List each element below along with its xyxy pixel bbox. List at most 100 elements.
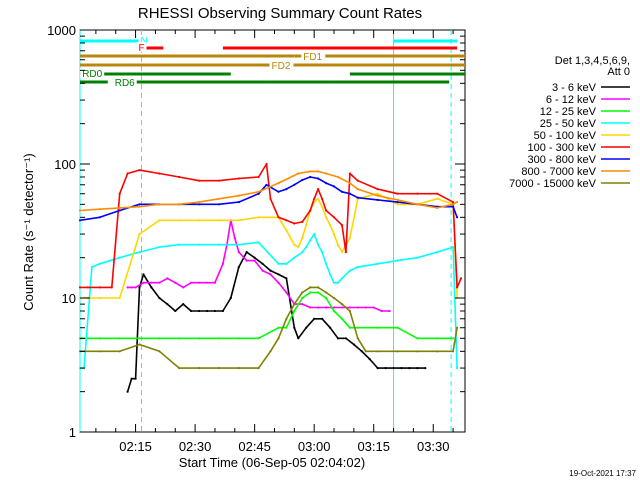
data-point — [98, 296, 101, 300]
state-bar-label-bg — [80, 68, 105, 78]
data-point — [257, 190, 260, 193]
data-point — [237, 337, 240, 340]
data-point — [221, 262, 224, 265]
data-point — [277, 216, 280, 219]
data-point — [237, 251, 240, 254]
data-point — [356, 306, 359, 309]
data-point — [309, 175, 312, 179]
data-point — [348, 237, 351, 240]
data-point — [213, 309, 216, 313]
legend-label: 7000 - 15000 keV — [509, 178, 597, 190]
data-point — [332, 281, 336, 284]
legend-header: Det 1,3,4,5,6,9, — [555, 55, 630, 67]
data-point — [118, 296, 121, 300]
data-point — [301, 178, 304, 182]
data-point — [340, 306, 344, 309]
data-point — [293, 309, 296, 313]
data-point — [317, 170, 320, 173]
data-point — [293, 303, 296, 306]
data-point — [166, 277, 169, 280]
data-point — [348, 269, 351, 272]
data-point — [452, 350, 455, 353]
data-point — [217, 203, 220, 206]
data-point — [118, 350, 121, 353]
data-point — [452, 337, 455, 340]
data-point — [321, 317, 324, 320]
x-tick-label: 02:15 — [119, 439, 152, 454]
data-point — [340, 251, 344, 254]
x-tick-label: 02:30 — [179, 439, 212, 454]
data-point — [142, 273, 145, 276]
data-point — [285, 262, 288, 265]
state-bar-label-bg — [138, 35, 149, 45]
x-axis-label: Start Time (06-Sep-05 02:04:02) — [179, 455, 365, 470]
data-point — [313, 233, 316, 236]
data-point — [174, 281, 177, 284]
legend-label: 25 - 50 keV — [540, 118, 597, 130]
data-point — [98, 208, 101, 211]
data-point — [285, 219, 288, 222]
data-point — [436, 350, 439, 353]
data-point — [217, 367, 220, 370]
data-point — [293, 326, 296, 329]
data-point — [332, 233, 336, 236]
chart-title: RHESSI Observing Summary Count Rates — [138, 5, 422, 22]
state-bar-label-bg — [269, 60, 294, 70]
data-point — [285, 291, 288, 294]
data-point — [364, 350, 367, 353]
data-point — [325, 262, 328, 265]
data-point — [340, 317, 344, 320]
data-point — [305, 246, 308, 249]
data-point — [352, 343, 355, 346]
data-point — [269, 197, 272, 200]
series-line-2 — [80, 291, 454, 340]
data-point — [237, 194, 240, 197]
data-point — [178, 367, 181, 370]
data-point — [376, 198, 379, 201]
data-point — [265, 183, 268, 186]
data-point — [408, 367, 411, 370]
data-point — [344, 251, 347, 254]
data-point — [198, 337, 201, 340]
state-bar-label: RD6 — [115, 78, 135, 89]
data-point — [356, 188, 359, 191]
data-point — [416, 256, 419, 259]
data-point — [321, 197, 324, 200]
data-point — [317, 177, 320, 180]
data-point — [237, 266, 240, 269]
data-point — [198, 203, 201, 206]
data-point — [237, 177, 240, 180]
data-point — [356, 179, 359, 182]
data-point — [277, 281, 280, 284]
y-axis-label: Count Rate (s⁻¹ detector⁻¹) — [21, 153, 36, 311]
data-point — [190, 309, 193, 313]
data-point — [309, 291, 312, 294]
data-point — [138, 233, 141, 236]
data-point — [118, 337, 121, 340]
data-point — [400, 367, 403, 370]
y-axis: 1 10 100 1000 — [47, 23, 465, 440]
data-point — [158, 219, 161, 222]
data-point — [126, 286, 129, 289]
data-point — [198, 179, 201, 182]
legend-label: 50 - 100 keV — [534, 130, 597, 142]
data-point — [372, 306, 375, 309]
data-point — [130, 377, 133, 380]
data-point — [293, 183, 296, 186]
data-point — [126, 172, 129, 175]
data-point — [138, 205, 141, 208]
data-point — [269, 269, 272, 272]
data-point — [396, 259, 399, 262]
state-bar-label: FD1 — [303, 52, 322, 63]
data-point — [293, 243, 296, 246]
data-point — [297, 337, 300, 340]
data-point — [356, 266, 359, 269]
data-point — [138, 169, 141, 172]
data-point — [253, 256, 256, 259]
data-point — [174, 309, 177, 313]
data-point — [301, 220, 304, 223]
data-point — [356, 196, 359, 199]
data-point — [305, 326, 308, 329]
x-tick-label: 03:00 — [298, 439, 331, 454]
